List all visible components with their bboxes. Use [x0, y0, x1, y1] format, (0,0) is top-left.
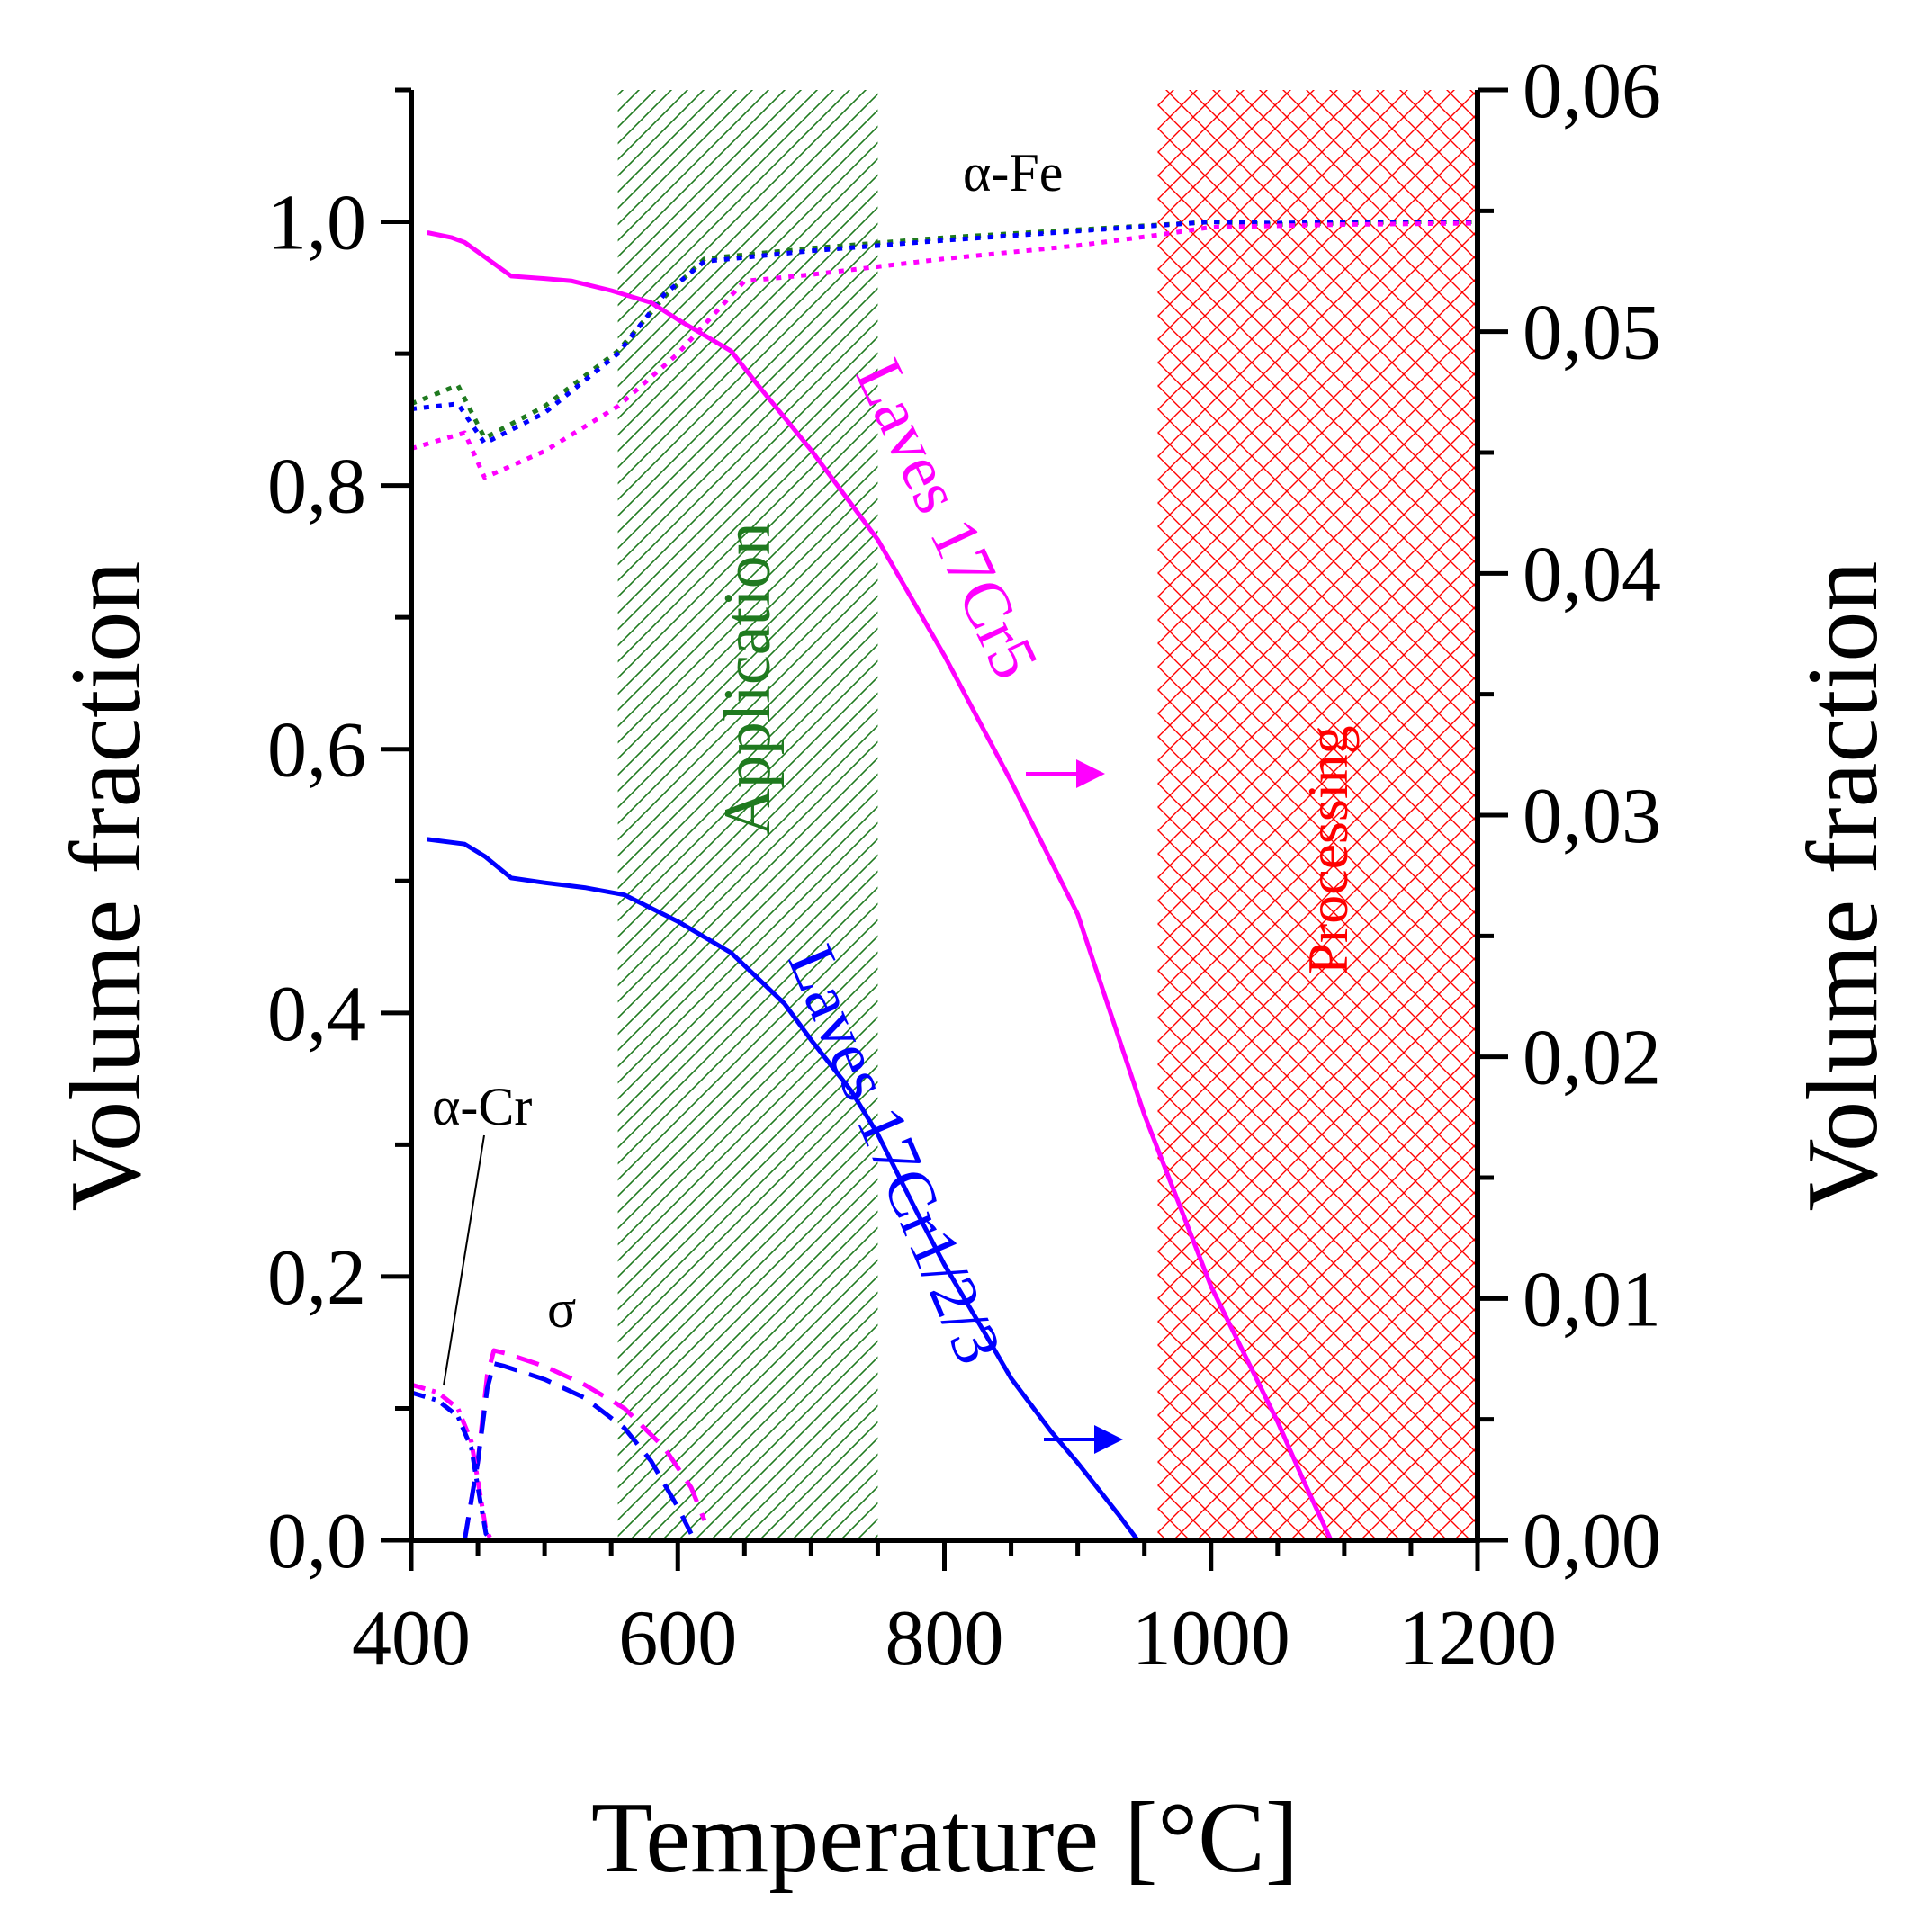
series-line-8	[410, 1390, 493, 1542]
left-y-tick-label: 1,0	[267, 180, 366, 267]
x-tick-label: 1200	[1398, 1595, 1557, 1682]
alpha-cr-leader	[443, 1134, 485, 1386]
x-tick-label: 1000	[1132, 1595, 1290, 1682]
right-y-tick-label: 0,00	[1523, 1498, 1661, 1585]
alpha-cr-annotation: α-Cr	[432, 1077, 532, 1136]
processing-region	[1157, 90, 1478, 1540]
right-y-tick-label: 0,04	[1523, 531, 1661, 618]
right-y-tick-label: 0,06	[1523, 48, 1661, 135]
series-line-5	[462, 1348, 707, 1541]
series-line-7	[410, 1382, 494, 1542]
x-tick-label: 400	[352, 1595, 471, 1682]
right-y-tick-label: 0,02	[1523, 1015, 1661, 1102]
ticks-layer: 400 600 800 1000 1200 0,0 0,2 0,4 0,6 0,8 1,0 0,00 0…	[267, 48, 1661, 1682]
application-label: Application	[711, 522, 785, 836]
right-y-axis-title: Volume fraction	[1787, 561, 1899, 1212]
left-y-tick-label: 0,2	[267, 1234, 366, 1322]
left-y-axis-title: Volume fraction	[50, 561, 162, 1212]
right-y-tick-label: 0,05	[1523, 290, 1661, 377]
series-line-3	[427, 230, 1334, 1542]
x-tick-label: 800	[885, 1595, 1004, 1682]
right-y-tick-label: 0,03	[1523, 773, 1661, 860]
series-line-6	[462, 1361, 694, 1541]
x-tick-label: 600	[618, 1595, 737, 1682]
series-line-1	[410, 220, 1478, 446]
application-region	[617, 90, 878, 1540]
left-y-tick-label: 0,4	[267, 971, 366, 1058]
left-y-tick-label: 0,8	[267, 444, 366, 531]
x-axis-title: Temperature [°C]	[591, 1782, 1298, 1894]
series-line-4	[427, 837, 1140, 1542]
left-y-tick-label: 0,0	[267, 1498, 366, 1585]
sigma-annotation: σ	[547, 1279, 576, 1339]
left-y-tick-label: 0,6	[267, 707, 366, 794]
series-line-2	[410, 220, 1478, 480]
processing-label: Processing	[1296, 725, 1360, 974]
alpha-fe-annotation: α-Fe	[963, 143, 1063, 202]
right-y-tick-label: 0,01	[1523, 1256, 1661, 1343]
